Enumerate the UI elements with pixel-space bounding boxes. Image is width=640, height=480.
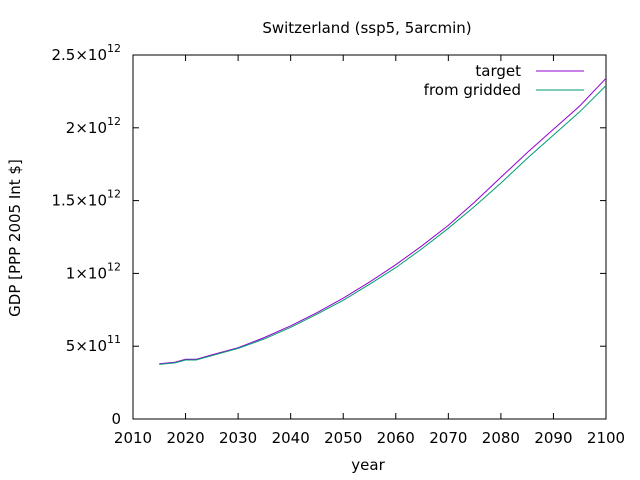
y-tick-label: 2.5×1012 bbox=[51, 42, 121, 64]
series-line-from-gridded bbox=[159, 85, 607, 365]
x-tick-label: 2030 bbox=[219, 429, 257, 447]
legend-label: from gridded bbox=[424, 81, 521, 99]
x-axis: 2010 2020 2030 2040 2050 2060 2070 2080 2090 2100 bbox=[114, 55, 625, 447]
x-tick-label: 2010 bbox=[114, 429, 152, 447]
y-tick-label: 1×1012 bbox=[66, 260, 121, 282]
series-line-target bbox=[159, 77, 607, 365]
series-lines bbox=[159, 77, 607, 365]
x-tick-label: 2100 bbox=[587, 429, 625, 447]
x-tick-label: 2090 bbox=[534, 429, 572, 447]
legend-label: target bbox=[475, 62, 521, 80]
x-tick-label: 2080 bbox=[482, 429, 520, 447]
x-tick-label: 2070 bbox=[429, 429, 467, 447]
y-tick-label: 2×1012 bbox=[66, 115, 121, 137]
y-tick-label: 5×1011 bbox=[66, 333, 121, 355]
y-tick-label: 1.5×1012 bbox=[51, 188, 121, 210]
y-axis: 0 5×1011 1×1012 1.5×1012 2×1012 2.5×1012 bbox=[51, 42, 606, 428]
plot-frame bbox=[132, 54, 607, 420]
chart-title: Switzerland (ssp5, 5arcmin) bbox=[262, 19, 471, 37]
x-tick-label: 2020 bbox=[166, 429, 204, 447]
x-axis-label: year bbox=[351, 456, 385, 474]
x-tick-label: 2060 bbox=[377, 429, 415, 447]
x-tick-label: 2040 bbox=[272, 429, 310, 447]
y-axis-label: GDP [PPP 2005 Int $] bbox=[6, 159, 24, 317]
y-tick-label: 0 bbox=[111, 410, 121, 428]
x-tick-label: 2050 bbox=[324, 429, 362, 447]
